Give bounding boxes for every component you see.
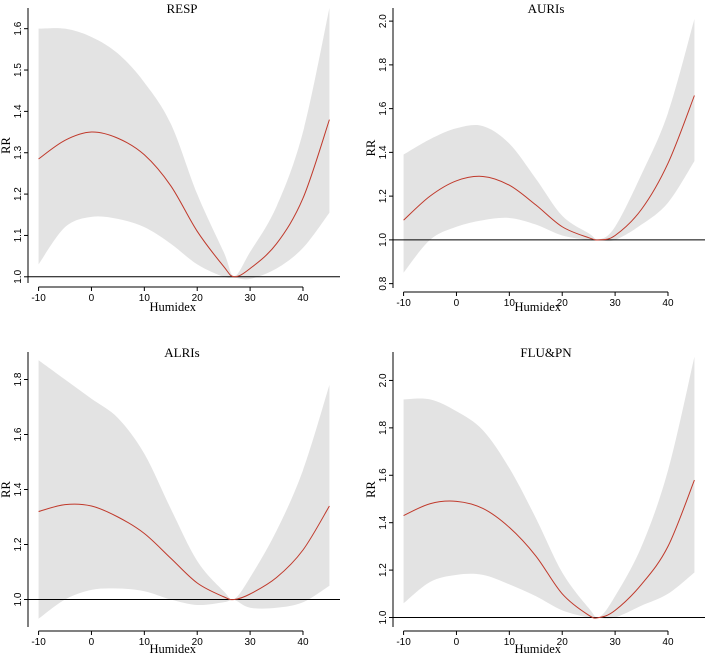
x-tick-label: 0 (454, 637, 460, 648)
x-tick-label: 0 (454, 298, 460, 309)
y-tick-label: 1.8 (378, 57, 389, 71)
y-tick-label: 2.0 (378, 14, 389, 28)
confidence-band (38, 8, 330, 280)
x-tick-label: 20 (557, 298, 569, 309)
y-tick-label: 1.0 (378, 610, 389, 624)
x-tick-label: 10 (504, 298, 516, 309)
rr-curve (403, 479, 695, 619)
x-tick-label: 10 (504, 637, 516, 648)
y-tick-label: 1.0 (13, 269, 24, 283)
y-tick-label: 2.0 (378, 373, 389, 387)
y-tick-label: 1.8 (378, 420, 389, 434)
x-tick-label: 30 (610, 298, 622, 309)
y-tick-label: 1.2 (13, 187, 24, 201)
x-tick-label: -10 (396, 298, 411, 309)
y-tick-label: 1.6 (13, 427, 24, 441)
chart-flu-pn: 1.0 1.2 1.4 1.6 1.8 2.0 -10 0 10 20 30 40 FLU&PN Humi… (364, 345, 705, 656)
x-axis-label: Humidex (515, 642, 562, 656)
x-tick-label: 20 (557, 637, 569, 648)
y-tick-label: 1.2 (378, 563, 389, 577)
y-tick-label: 1.6 (378, 468, 389, 482)
y-tick-label: 1.1 (13, 228, 24, 242)
chart-title: AURIs (528, 1, 565, 16)
rr-curve (38, 503, 330, 601)
y-tick-label: 0.8 (378, 276, 389, 290)
x-axis-label: Humidex (150, 300, 197, 314)
chart-title: FLU&PN (520, 345, 572, 360)
x-tick-label: 0 (89, 637, 95, 648)
y-tick-label: 1.6 (378, 101, 389, 115)
rr-curve (403, 95, 695, 241)
x-tick-label: -10 (396, 637, 411, 648)
x-tick-label: 30 (245, 637, 257, 648)
rr-curve (38, 119, 330, 278)
y-axis-label: RR (364, 139, 378, 156)
x-tick-label: -10 (31, 637, 46, 648)
chart-auris: 0.8 1.0 1.2 1.4 1.6 1.8 2.0 -10 0 10 20 30 40 AURIs Hu… (364, 1, 705, 314)
y-tick-label: 1.6 (13, 21, 24, 35)
chart-resp: 1.0 1.1 1.2 1.3 1.4 1.5 1.6 -10 0 10 20 30 40 RESP Hum… (0, 1, 340, 314)
y-tick-label: 1.2 (13, 537, 24, 551)
x-tick-label: 30 (610, 637, 622, 648)
y-tick-label: 1.4 (378, 515, 389, 529)
confidence-band (403, 356, 695, 619)
y-axis-label: RR (0, 137, 13, 154)
y-tick-label: 1.5 (13, 63, 24, 77)
y-axis-label: RR (0, 481, 13, 498)
chart-title: RESP (166, 1, 197, 16)
x-tick-label: 40 (662, 637, 674, 648)
x-tick-label: 40 (662, 298, 674, 309)
x-tick-label: 10 (139, 637, 151, 648)
y-tick-label: 1.4 (13, 482, 24, 496)
y-tick-label: 1.0 (378, 232, 389, 246)
x-tick-label: 20 (192, 293, 204, 304)
x-tick-label: -10 (31, 293, 46, 304)
x-axis-label: Humidex (150, 642, 197, 656)
x-tick-label: 40 (297, 637, 309, 648)
x-axis-label: Humidex (515, 300, 562, 314)
x-tick-label: 30 (245, 293, 257, 304)
y-tick-label: 1.2 (378, 189, 389, 203)
x-tick-label: 20 (192, 637, 204, 648)
x-tick-label: 40 (297, 293, 309, 304)
chart-alris: 1.0 1.2 1.4 1.6 1.8 -10 0 10 20 30 40 ALRIs Humidex R… (0, 345, 340, 656)
confidence-band (38, 360, 330, 619)
y-tick-label: 1.0 (13, 592, 24, 606)
y-tick-label: 1.3 (13, 145, 24, 159)
y-tick-label: 1.8 (13, 372, 24, 386)
chart-title: ALRIs (164, 345, 199, 360)
y-tick-label: 1.4 (13, 104, 24, 118)
confidence-band (403, 18, 695, 273)
y-axis-label: RR (364, 481, 378, 498)
x-tick-label: 0 (89, 293, 95, 304)
x-tick-label: 10 (139, 293, 151, 304)
y-tick-label: 1.4 (378, 145, 389, 159)
